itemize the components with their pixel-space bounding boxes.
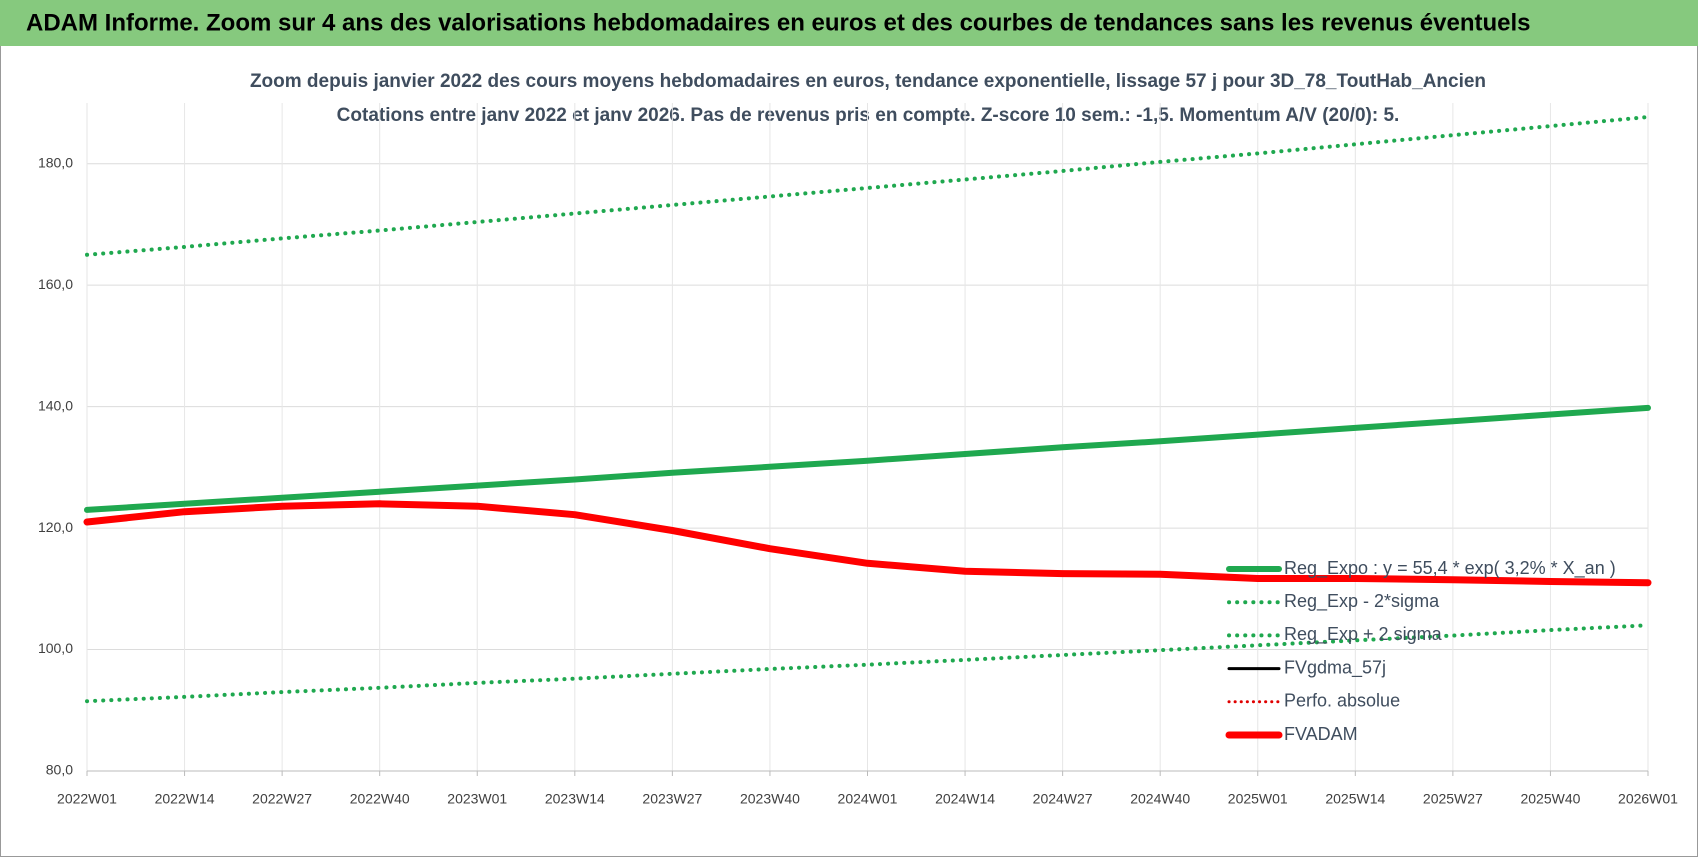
x-tick-label: 2025W14: [1325, 791, 1385, 807]
legend-label: FVgdma_57j: [1284, 657, 1386, 678]
x-tick-label: 2022W27: [252, 791, 312, 807]
y-tick-label: 100,0: [38, 640, 73, 656]
legend-label: Perfo. absolue: [1284, 691, 1400, 711]
x-tick-label: 2026W01: [1618, 791, 1678, 807]
legend-label: Reg_Exp + 2 sigma: [1284, 624, 1443, 645]
x-tick-label: 2024W14: [935, 791, 995, 807]
y-tick-label: 80,0: [46, 762, 73, 778]
x-tick-label: 2025W27: [1423, 791, 1483, 807]
x-tick-label: 2023W01: [447, 791, 507, 807]
x-tick-label: 2022W14: [155, 791, 215, 807]
y-tick-label: 160,0: [38, 276, 73, 292]
x-tick-label: 2023W40: [740, 791, 800, 807]
x-tick-label: 2022W40: [350, 791, 410, 807]
x-tick-label: 2024W27: [1033, 791, 1093, 807]
x-tick-label: 2025W01: [1228, 791, 1288, 807]
series-line: [84, 404, 1651, 513]
series-line: [83, 500, 1652, 587]
x-tick-label: 2022W01: [57, 791, 117, 807]
legend-label: Reg_Exp - 2*sigma: [1284, 591, 1440, 612]
series-line: [85, 115, 1650, 257]
x-tick-label: 2025W40: [1520, 791, 1580, 807]
x-tick-label: 2024W40: [1130, 791, 1190, 807]
header-bar: [0, 0, 1698, 46]
header-title: ADAM Informe. Zoom sur 4 ans des valoris…: [26, 9, 1531, 36]
x-tick-label: 2023W27: [642, 791, 702, 807]
x-tick-label: 2023W14: [545, 791, 605, 807]
x-tick-label: 2024W01: [838, 791, 898, 807]
legend-label: FVADAM: [1284, 724, 1358, 744]
y-tick-label: 180,0: [38, 154, 73, 170]
chart-title: Zoom depuis janvier 2022 des cours moyen…: [250, 71, 1486, 92]
series-line: [85, 623, 1650, 704]
y-tick-label: 140,0: [38, 397, 73, 413]
legend-label: Reg_Expo : y = 55,4 * exp( 3,2% * X_an ): [1284, 558, 1616, 579]
y-tick-label: 120,0: [38, 519, 73, 535]
